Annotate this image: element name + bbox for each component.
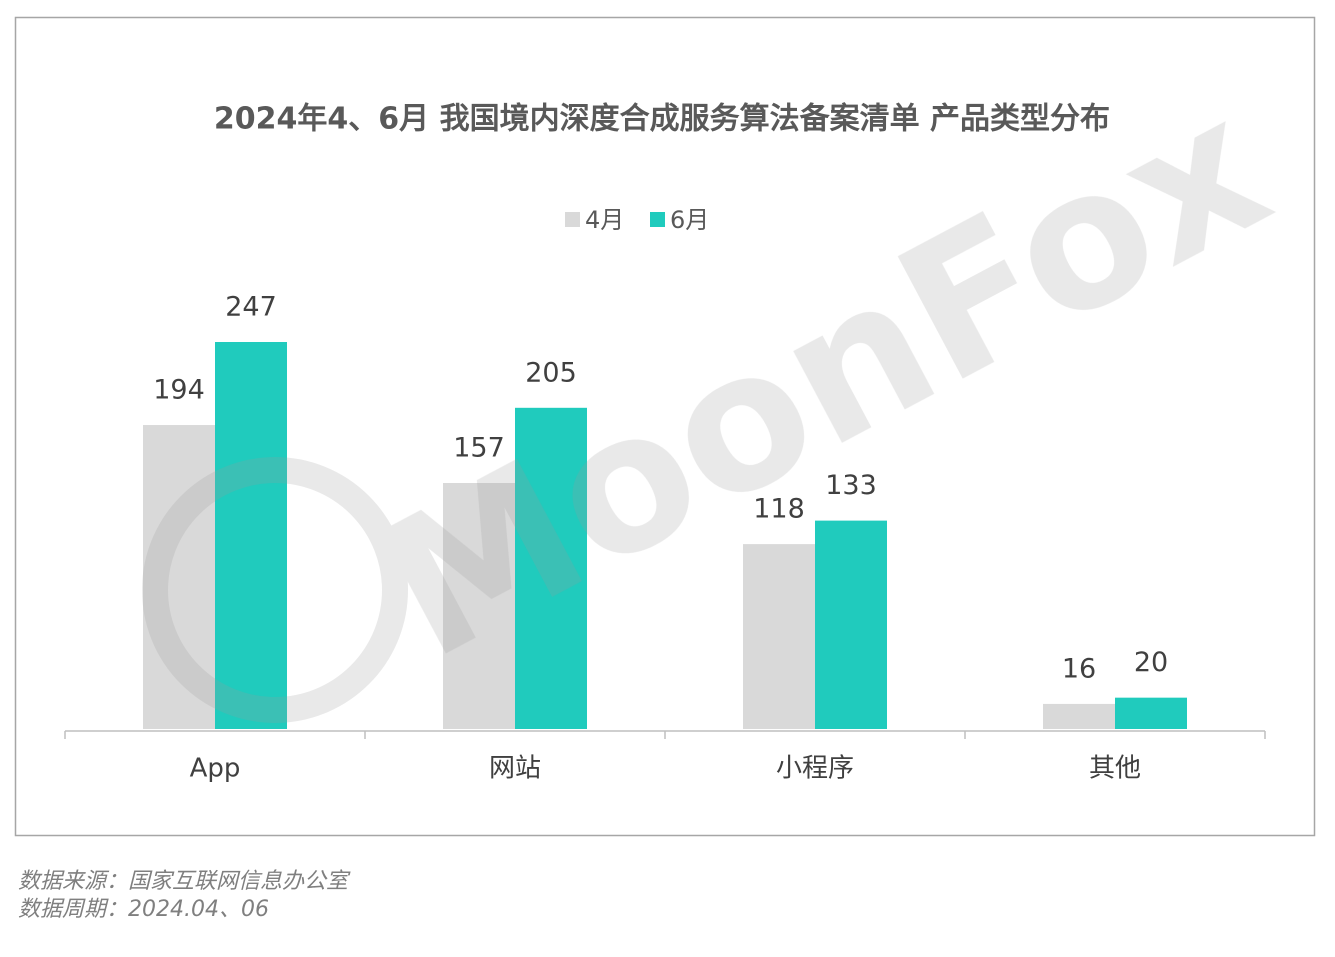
bar [743, 544, 815, 729]
value-label: 205 [525, 357, 577, 388]
legend-swatch [650, 212, 665, 227]
legend-label: 4月 [585, 206, 624, 234]
x-tick-label: 其他 [1089, 754, 1141, 784]
bar [1043, 703, 1115, 729]
value-label: 133 [825, 470, 877, 501]
legend-label: 6月 [670, 206, 709, 234]
x-tick-label: 小程序 [776, 754, 854, 784]
bar [215, 342, 287, 729]
bar [815, 520, 887, 729]
value-label: 247 [225, 292, 277, 323]
bar [515, 407, 587, 729]
x-tick-label: App [190, 754, 241, 784]
value-label: 16 [1062, 653, 1096, 684]
value-label: 20 [1134, 647, 1168, 678]
chart-title: 2024年4、6月 我国境内深度合成服务算法备案清单 产品类型分布 [214, 102, 1110, 137]
value-label: 118 [753, 494, 805, 525]
bar [143, 425, 215, 729]
x-tick-label: 网站 [489, 754, 541, 784]
value-label: 194 [153, 375, 205, 406]
legend-swatch [565, 212, 580, 227]
period-note: 数据周期：2024.04、06 [18, 897, 269, 922]
source-note: 数据来源：国家互联网信息办公室 [18, 869, 351, 894]
bar [443, 483, 515, 729]
bar [1115, 697, 1187, 729]
value-label: 157 [453, 433, 505, 464]
